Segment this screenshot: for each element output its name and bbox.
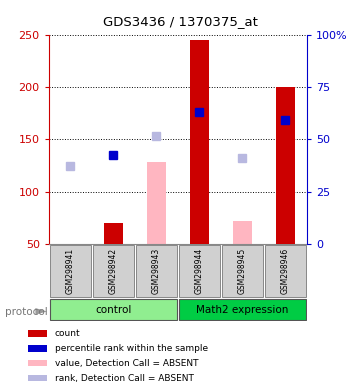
- Bar: [28, 345, 47, 352]
- FancyBboxPatch shape: [222, 245, 263, 297]
- FancyBboxPatch shape: [49, 298, 177, 321]
- Text: GSM298941: GSM298941: [66, 248, 75, 294]
- Bar: [276, 87, 295, 244]
- Text: GSM298944: GSM298944: [195, 248, 204, 294]
- FancyBboxPatch shape: [49, 245, 91, 297]
- Text: GDS3436 / 1370375_at: GDS3436 / 1370375_at: [103, 15, 258, 28]
- Bar: [232, 221, 252, 244]
- FancyBboxPatch shape: [93, 245, 134, 297]
- Bar: [28, 375, 47, 381]
- Text: protocol: protocol: [5, 307, 48, 317]
- Text: count: count: [55, 329, 81, 338]
- FancyBboxPatch shape: [136, 245, 177, 297]
- FancyBboxPatch shape: [265, 245, 306, 297]
- Bar: [28, 330, 47, 337]
- Text: rank, Detection Call = ABSENT: rank, Detection Call = ABSENT: [55, 374, 194, 382]
- Text: GSM298943: GSM298943: [152, 248, 161, 294]
- Text: GSM298945: GSM298945: [238, 248, 247, 294]
- Text: value, Detection Call = ABSENT: value, Detection Call = ABSENT: [55, 359, 199, 367]
- Bar: [147, 162, 166, 244]
- FancyBboxPatch shape: [179, 245, 220, 297]
- FancyBboxPatch shape: [179, 298, 306, 321]
- Text: GSM298942: GSM298942: [109, 248, 118, 294]
- Text: control: control: [95, 305, 131, 314]
- Text: percentile rank within the sample: percentile rank within the sample: [55, 344, 208, 353]
- Text: Math2 expression: Math2 expression: [196, 305, 288, 314]
- Bar: [190, 40, 209, 244]
- Bar: [104, 223, 123, 244]
- Polygon shape: [35, 308, 47, 315]
- Text: GSM298946: GSM298946: [281, 248, 290, 294]
- Bar: [28, 360, 47, 366]
